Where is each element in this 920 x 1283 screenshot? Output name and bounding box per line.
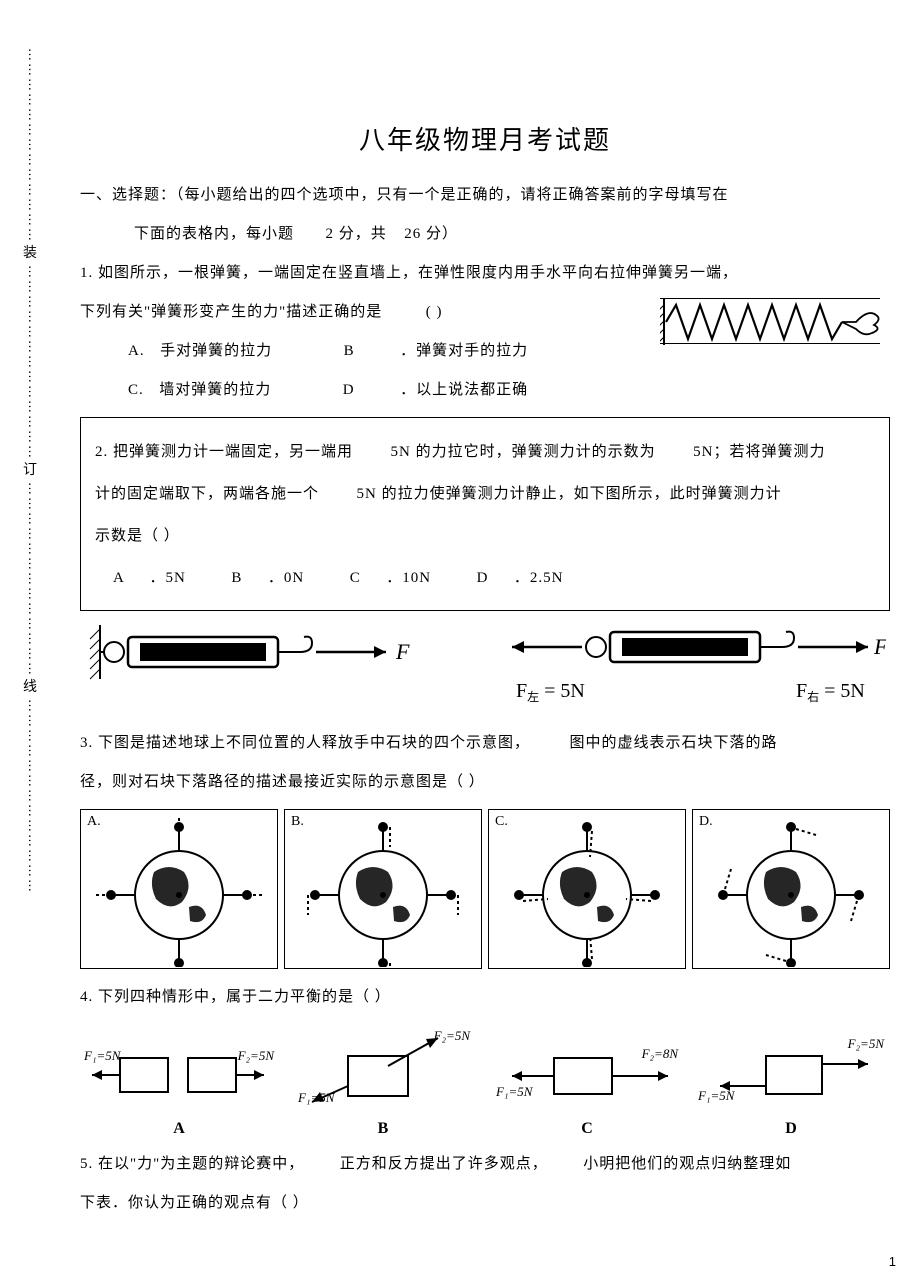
- binding-char-1: 装: [23, 247, 37, 261]
- q4D-F2: F₂=5N: [848, 1036, 884, 1052]
- q2-stem2a: 计的固定端取下，两端各施一个: [95, 486, 319, 502]
- q1-optB: ．弹簧对手的拉力: [400, 343, 528, 359]
- binding-dots: ⋯⋯⋯⋯⋯⋯⋯⋯⋯⋯⋯⋯⋯: [24, 482, 37, 677]
- q5-stem-b: 正方和反方提出了许多观点，: [340, 1156, 548, 1172]
- q2-stem-line1: 2. 把弹簧测力计一端固定，另一端用 5N 的力拉它时，弹簧测力计的示数为 5N…: [95, 434, 875, 470]
- binding-char-2: 订: [23, 464, 37, 478]
- q1-stem2-text: 下列有关"弹簧形变产生的力"描述正确的是: [80, 304, 382, 320]
- q4B-F2: F₂=5N: [434, 1028, 470, 1044]
- q2-box: 2. 把弹簧测力计一端固定，另一端用 5N 的力拉它时，弹簧测力计的示数为 5N…: [80, 417, 890, 611]
- q4-option-A: F₁=5N F₂=5N A: [84, 1028, 274, 1138]
- q1-stem-line1: 1. 如图所示，一根弹簧，一端固定在竖直墙上，在弹性限度内用手水平向右拉伸弹簧另…: [80, 257, 890, 290]
- q4A-F1: F₁=5N: [84, 1048, 120, 1064]
- q4C-F2: F₂=8N: [642, 1046, 678, 1062]
- q3-stem1a: 3. 下图是描述地球上不同位置的人释放手中石块的四个示意图，: [80, 735, 530, 751]
- q4C-cap: C: [581, 1120, 593, 1138]
- q3-option-B: B.: [284, 809, 482, 969]
- q2-stem-line2: 计的固定端取下，两端各施一个 5N 的拉力使弹簧测力计静止，如下图所示，此时弹簧…: [95, 476, 875, 512]
- svg-text:F: F: [873, 634, 886, 659]
- q3-figure-row: A. B.: [80, 809, 890, 969]
- q5-stem-a: 5. 在以"力"为主题的辩论赛中，: [80, 1156, 304, 1172]
- section1-heading-line2: 下面的表格内，每小题 2 分，共 26 分）: [80, 218, 890, 251]
- q2-stem1b: 5N 的力拉它时，弹簧测力计的示数为: [391, 444, 656, 460]
- q2-figure-left: F: [86, 619, 456, 709]
- q2-stem-line3: 示数是（ ）: [95, 518, 875, 554]
- q3-option-C: C.: [488, 809, 686, 969]
- q1-optA: 手对弹簧的拉力: [160, 343, 272, 359]
- globe-icon: [502, 817, 672, 967]
- svg-text:F左 = 5N: F左 = 5N: [516, 680, 585, 704]
- section1-heading: 一、选择题：（每小题给出的四个选项中，只有一个是正确的，请将正确答案前的字母填写…: [80, 179, 890, 212]
- q1-optC-lead: C.: [128, 382, 144, 398]
- q2-stem1c: 5N；若将弹簧测力: [693, 444, 825, 460]
- globe-icon: [94, 817, 264, 967]
- q4-option-C: F₁=5N F₂=8N C: [492, 1028, 682, 1138]
- section1-heading2-pts: 2 分，共: [326, 226, 387, 242]
- globe-icon: [706, 817, 876, 967]
- q2-options: A ．5N B ．0N C ．10N D ．2.5N: [95, 560, 875, 596]
- page-number: 1: [889, 1254, 896, 1269]
- q2-left-F-label: F: [395, 639, 410, 664]
- q2-figure-right: F F左 = 5N F右 = 5N: [496, 619, 866, 709]
- q4C-F1: F₁=5N: [496, 1084, 532, 1100]
- q1-options-row2: C. 墙对弹簧的拉力 D ．以上说法都正确: [80, 374, 890, 407]
- q1-optD: ．以上说法都正确: [400, 382, 528, 398]
- q2-optA-lead: A: [113, 570, 124, 586]
- q4D-F1: F₁=5N: [698, 1088, 734, 1104]
- q3-stem-line2: 径，则对石块下落路径的描述最接近实际的示意图是（ ）: [80, 766, 890, 799]
- q4A-cap: A: [173, 1120, 185, 1138]
- q4A-F2: F₂=5N: [238, 1048, 274, 1064]
- q1-paren: ( ): [426, 304, 443, 320]
- q1-optC: 墙对弹簧的拉力: [159, 382, 271, 398]
- page-title: 八年级物理月考试题: [80, 120, 890, 157]
- section1-heading2-total: 26 分）: [404, 226, 458, 242]
- q5-stem-line2: 下表．你认为正确的观点有（ ）: [80, 1187, 890, 1220]
- q1-optA-lead: A.: [128, 343, 145, 359]
- q2-optD: ．2.5N: [514, 570, 564, 586]
- q2-optA: ．5N: [150, 570, 186, 586]
- q5-stem-line1: 5. 在以"力"为主题的辩论赛中， 正方和反方提出了许多观点， 小明把他们的观点…: [80, 1148, 890, 1181]
- q2-optB-lead: B: [231, 570, 242, 586]
- binding-margin: ⋯⋯⋯⋯⋯⋯⋯⋯⋯⋯⋯⋯⋯ 装 ⋯⋯⋯⋯⋯⋯⋯⋯⋯⋯⋯⋯⋯ 订 ⋯⋯⋯⋯⋯⋯⋯⋯…: [18, 48, 42, 1208]
- q2-optD-lead: D: [477, 570, 489, 586]
- binding-char-3: 线: [23, 681, 37, 695]
- q5-stem-c: 小明把他们的观点归纳整理如: [583, 1156, 791, 1172]
- svg-text:F右 = 5N: F右 = 5N: [796, 680, 865, 704]
- globe-icon: [298, 817, 468, 967]
- page-content: 八年级物理月考试题 一、选择题：（每小题给出的四个选项中，只有一个是正确的，请将…: [80, 50, 890, 1226]
- q4-option-D: F₂=5N F₁=5N D: [696, 1028, 886, 1138]
- q3-option-A: A.: [80, 809, 278, 969]
- q2-optC-lead: C: [350, 570, 361, 586]
- q1-optD-lead: D: [343, 382, 355, 398]
- q3-option-D: D.: [692, 809, 890, 969]
- q4B-cap: B: [378, 1120, 389, 1138]
- q2-optB: ．0N: [268, 570, 304, 586]
- q4-option-B: F₁=5N F₂=5N B: [288, 1028, 478, 1138]
- q2-optC: ．10N: [386, 570, 431, 586]
- q3-stem-line1: 3. 下图是描述地球上不同位置的人释放手中石块的四个示意图， 图中的虚线表示石块…: [80, 727, 890, 760]
- q1-spring-figure: [660, 298, 880, 344]
- q2-stem2b: 5N 的拉力使弹簧测力计静止，如下图所示，此时弹簧测力计: [357, 486, 782, 502]
- section1-heading2-pre: 下面的表格内，每小题: [134, 226, 294, 242]
- q4D-cap: D: [785, 1120, 797, 1138]
- q4B-F1: F₁=5N: [298, 1090, 334, 1106]
- q2-figure-row: F F F左 = 5N F右 =: [80, 619, 890, 709]
- binding-dots: ⋯⋯⋯⋯⋯⋯⋯⋯⋯⋯⋯⋯⋯: [24, 699, 37, 894]
- q1-optB-lead: B: [344, 343, 355, 359]
- q2-stem1a: 2. 把弹簧测力计一端固定，另一端用: [95, 444, 353, 460]
- binding-dots: ⋯⋯⋯⋯⋯⋯⋯⋯⋯⋯⋯⋯⋯: [24, 48, 37, 243]
- binding-dots: ⋯⋯⋯⋯⋯⋯⋯⋯⋯⋯⋯⋯⋯: [24, 265, 37, 460]
- q4-stem: 4. 下列四种情形中，属于二力平衡的是（ ）: [80, 981, 890, 1014]
- q3-stem1b: 图中的虚线表示石块下落的路: [570, 735, 778, 751]
- q4-figure-row: F₁=5N F₂=5N A F₁=5N F₂=5N B: [80, 1028, 890, 1138]
